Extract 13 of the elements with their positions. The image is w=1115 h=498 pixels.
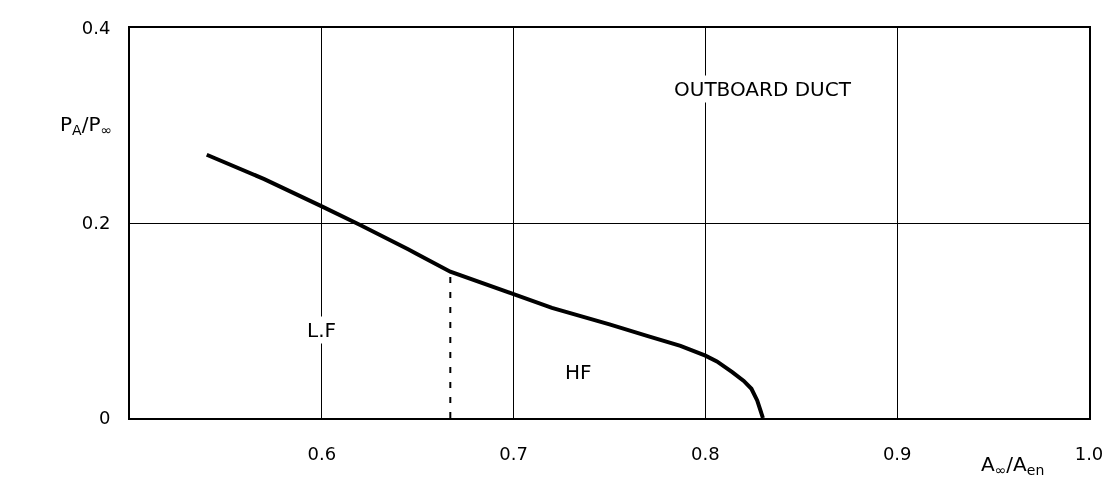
x-tick-label: 1.0 [1074,442,1104,464]
y-tick-label: 0.4 [81,17,111,39]
x-tick-label: 0.7 [499,442,528,464]
x-tick-label: 0.6 [307,442,337,464]
y-tick-label: 0 [98,407,111,429]
y-axis-title: P$_{A}$/P$_{∞}$ [60,112,113,139]
x-axis-title: A$_{∞}$/A$_{en}$ [981,452,1045,479]
annotation: OUTBOARD DUCT [674,77,852,101]
y-tick-label: 0.2 [81,212,111,234]
x-tick-label: 0.8 [691,442,720,464]
annotation: L.F [307,318,337,342]
annotation: HF [565,360,592,384]
x-tick-label: 0.9 [882,442,912,464]
